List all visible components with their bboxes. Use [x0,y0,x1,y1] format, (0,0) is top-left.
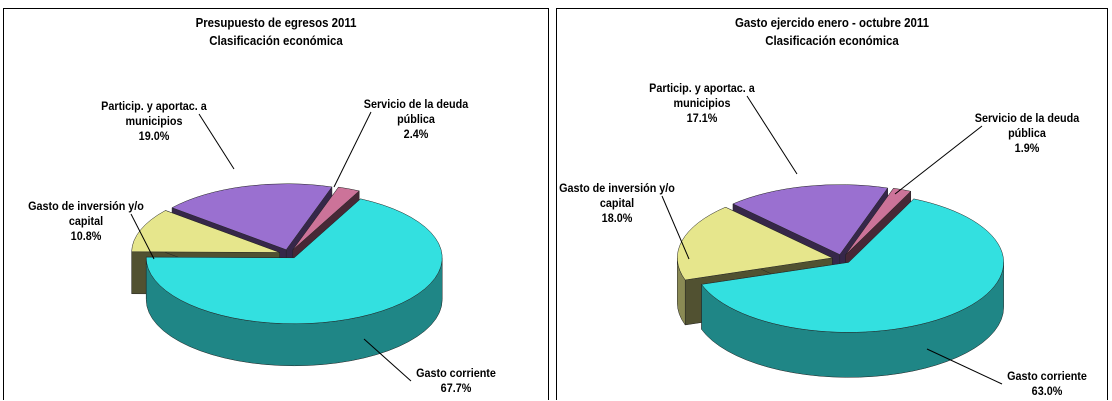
slice-top [845,187,912,255]
data-label: Particip. y aportac. a municipios 19.0% [96,99,213,144]
leader-line [926,348,1003,385]
slice [145,198,443,367]
label-value: 67.7% [440,381,472,395]
label-name: Servicio de la deuda pública [363,97,469,126]
slice-top [145,198,443,325]
chart-panel: Presupuesto de egresos 2011 Clasificación… [3,8,549,400]
leader-line [894,125,983,195]
label-name: Gasto corriente [416,366,496,380]
slice-top [131,210,280,253]
label-name: Servicio de la deuda pública [974,111,1080,140]
label-name: Gasto corriente [1007,369,1087,383]
leader-line [363,338,412,382]
data-label: Servicio de la deuda pública 1.9% [969,111,1086,156]
pie-chart [661,95,1004,385]
slice-top [701,198,1004,333]
leader-line [746,95,798,175]
label-value: 63.0% [1031,384,1063,398]
chart-title: Presupuesto de egresos 2011 [195,15,357,30]
chart-title: Gasto ejercido enero - octubre 2011 [735,15,929,30]
label-name: Gasto de inversión y/o capital [559,181,675,210]
label-name: Particip. y aportac. a municipios [101,99,207,128]
label-value: 2.4% [403,127,429,141]
chart-subtitle: Clasificación económica [765,33,899,48]
label-value: 10.8% [70,229,102,243]
label-name: Particip. y aportac. a municipios [649,81,755,110]
pie-chart [130,111,443,382]
slice-top [171,183,333,251]
slice-top [292,186,360,251]
label-value: 18.0% [601,211,633,225]
data-label: Gasto corriente 63.0% [989,369,1106,399]
label-name: Gasto de inversión y/o capital [28,199,144,228]
slice-top [677,206,834,281]
leader-line [661,195,690,260]
label-value: 19.0% [138,129,170,143]
data-label: Gasto de inversión y/o capital 10.8% [28,199,145,244]
data-label: Gasto corriente 67.7% [398,366,515,396]
data-label: Particip. y aportac. a municipios 17.1% [644,81,761,126]
label-value: 1.9% [1014,141,1040,155]
chart-panel: Gasto ejercido enero - octubre 2011 Clasi… [556,8,1108,400]
leader-line [198,113,235,170]
data-label: Gasto de inversión y/o capital 18.0% [559,181,676,226]
leader-line [333,111,372,188]
chart-subtitle: Clasificación económica [209,33,343,48]
leader-line [130,213,155,260]
label-value: 17.1% [686,111,718,125]
data-label: Servicio de la deuda pública 2.4% [358,97,475,142]
slice [701,198,1004,378]
slice-top [732,184,889,255]
